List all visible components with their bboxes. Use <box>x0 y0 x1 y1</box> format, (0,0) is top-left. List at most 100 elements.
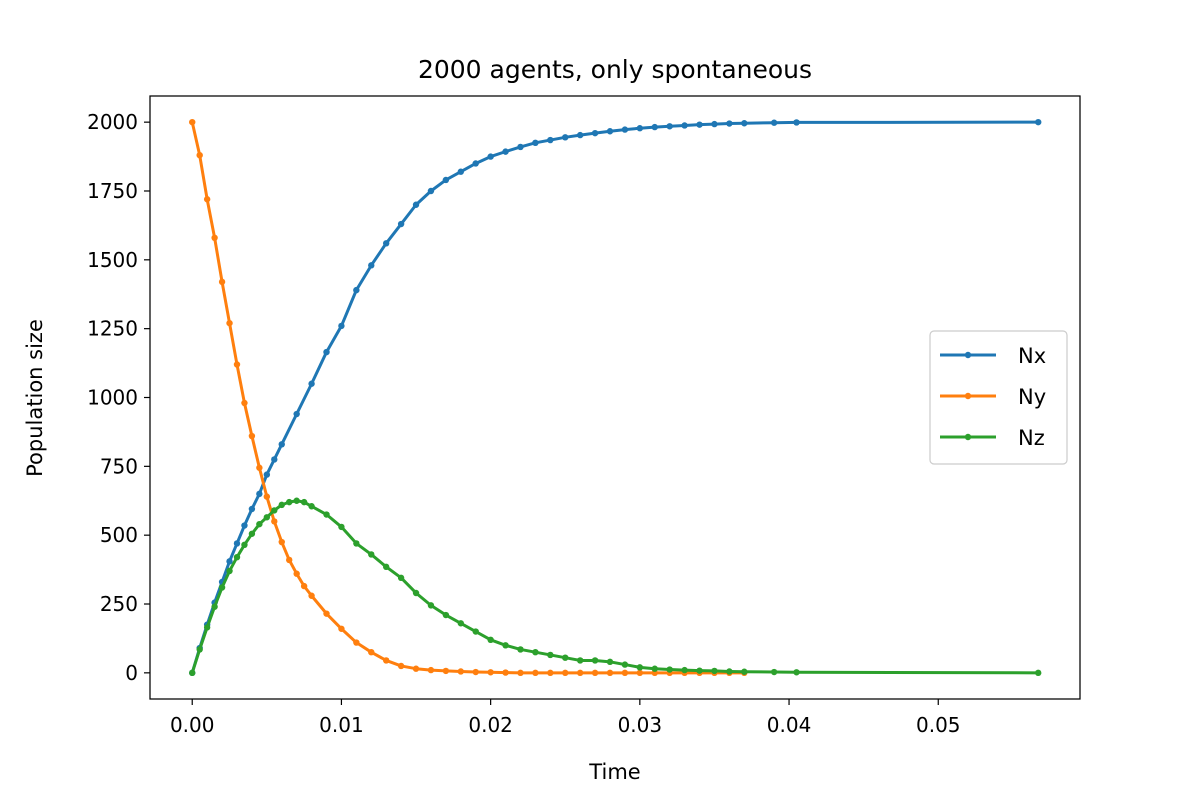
legend-swatch-marker <box>964 433 972 441</box>
data-point <box>256 520 263 528</box>
x-tick-label: 0.02 <box>468 713 513 737</box>
data-point <box>412 665 420 672</box>
data-point <box>397 574 405 582</box>
y-tick-label: 1250 <box>87 317 138 341</box>
data-point <box>226 567 233 575</box>
x-tick-label: 0.04 <box>767 713 812 737</box>
legend-swatch-marker <box>964 392 972 400</box>
y-tick-label: 750 <box>100 454 138 478</box>
data-point <box>338 625 345 632</box>
data-point <box>532 648 539 656</box>
data-point <box>591 129 599 137</box>
data-point <box>770 119 778 126</box>
data-point <box>442 667 450 675</box>
data-point <box>256 464 263 471</box>
data-point <box>353 540 360 547</box>
data-point <box>1035 669 1042 677</box>
data-point <box>621 669 629 677</box>
data-point <box>636 664 644 671</box>
legend-item-ny: Ny <box>940 385 1046 409</box>
data-point <box>368 648 375 656</box>
data-point <box>271 456 278 463</box>
data-point <box>666 123 673 130</box>
data-point <box>427 666 435 674</box>
data-point <box>226 558 233 565</box>
data-point <box>189 669 196 677</box>
data-point <box>591 669 599 677</box>
data-point <box>651 665 658 672</box>
data-point <box>241 541 248 549</box>
data-point <box>226 319 233 327</box>
data-point <box>1035 118 1042 126</box>
series-nx <box>189 118 1042 677</box>
data-point <box>397 662 405 670</box>
data-point <box>412 589 420 597</box>
data-point <box>793 119 800 126</box>
data-point <box>502 148 509 155</box>
data-point <box>338 322 345 330</box>
data-point <box>793 669 800 676</box>
data-point <box>726 120 733 127</box>
series-ny <box>189 118 748 677</box>
data-point <box>233 361 241 368</box>
data-point <box>681 666 688 674</box>
data-point <box>472 160 479 167</box>
data-point <box>271 507 278 514</box>
data-point <box>293 497 300 504</box>
data-point <box>487 153 494 160</box>
data-point <box>741 668 748 675</box>
legend: Nx Ny Nz <box>929 330 1068 465</box>
data-point <box>196 646 203 653</box>
data-point <box>457 620 464 627</box>
data-point <box>218 278 226 286</box>
data-point <box>412 201 420 208</box>
data-point <box>241 522 248 529</box>
data-point <box>547 669 554 677</box>
data-point <box>576 669 584 677</box>
data-point <box>487 636 494 643</box>
data-point <box>457 168 464 175</box>
data-point <box>189 118 196 126</box>
x-axis: 0.00 0.01 0.02 0.03 0.04 0.05 <box>170 699 961 737</box>
data-point <box>278 441 285 448</box>
y-tick-label: 1750 <box>87 179 138 203</box>
data-point <box>532 139 539 147</box>
y-tick-label: 250 <box>100 592 138 616</box>
data-point <box>248 530 256 537</box>
data-point <box>547 136 554 144</box>
data-point <box>286 556 293 564</box>
data-point <box>300 498 308 506</box>
data-point <box>591 657 599 664</box>
data-point <box>711 120 718 128</box>
data-point <box>323 511 330 518</box>
data-point <box>368 262 375 269</box>
data-point <box>427 187 435 195</box>
legend-item-nx: Nx <box>940 344 1046 368</box>
data-point <box>308 503 315 510</box>
legend-box <box>929 330 1068 465</box>
y-tick-label: 1000 <box>87 386 138 410</box>
data-point <box>442 176 450 184</box>
data-point <box>636 125 644 132</box>
data-point <box>397 220 405 228</box>
data-point <box>353 286 360 294</box>
data-point <box>382 563 390 571</box>
data-point <box>562 134 569 141</box>
data-point <box>547 651 554 659</box>
data-point <box>308 592 315 599</box>
data-point <box>286 498 293 506</box>
y-axis: 0 250 500 750 1000 1250 1500 1750 2000 <box>87 110 150 685</box>
data-point <box>517 143 524 151</box>
legend-swatch-marker <box>964 351 972 359</box>
x-tick-label: 0.03 <box>618 713 663 737</box>
data-point <box>770 668 778 676</box>
data-point <box>621 661 629 668</box>
data-point <box>196 152 203 159</box>
data-point <box>241 399 248 407</box>
data-point <box>681 122 688 129</box>
data-point <box>278 538 285 546</box>
data-point <box>211 234 218 241</box>
data-point <box>248 432 256 440</box>
data-point <box>368 551 375 558</box>
